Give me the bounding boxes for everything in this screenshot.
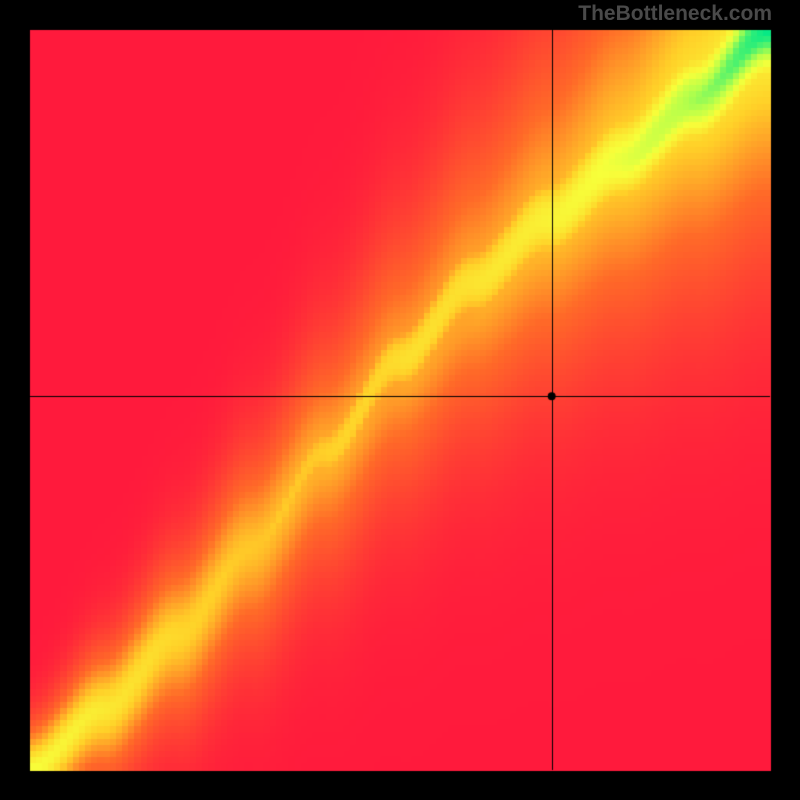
heatmap-canvas: [0, 0, 800, 800]
watermark-text: TheBottleneck.com: [578, 2, 772, 26]
chart-container: TheBottleneck.com: [0, 0, 800, 800]
